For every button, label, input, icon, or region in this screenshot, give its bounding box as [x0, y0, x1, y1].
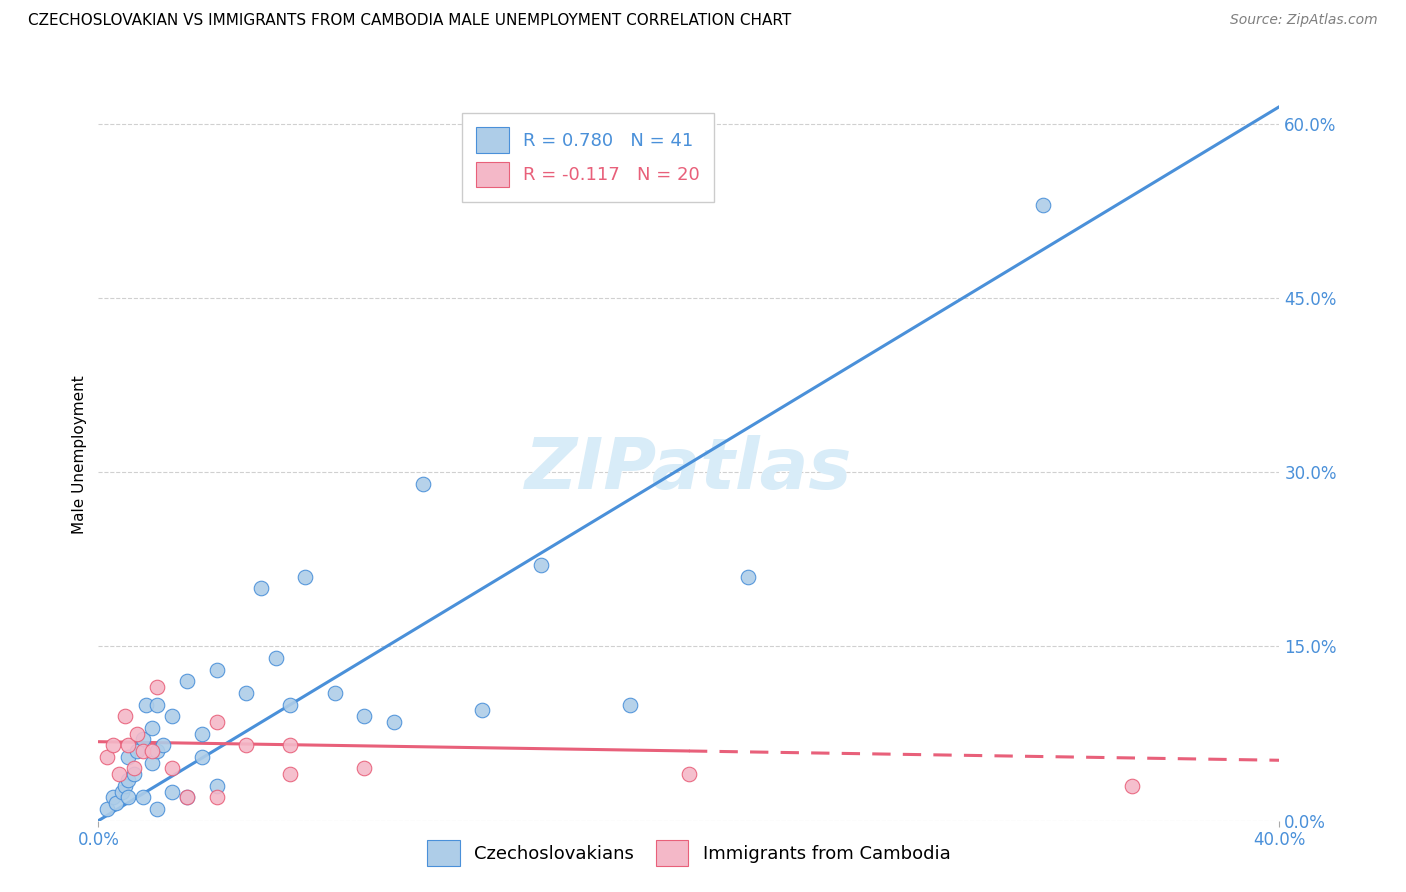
- Point: [152, 738, 174, 752]
- Point: [114, 779, 136, 793]
- Point: [530, 558, 553, 573]
- Y-axis label: Male Unemployment: Male Unemployment: [72, 376, 87, 534]
- Point: [323, 686, 346, 700]
- Point: [122, 767, 145, 781]
- Point: [114, 709, 136, 723]
- Point: [191, 749, 214, 764]
- Point: [412, 477, 434, 491]
- Point: [278, 767, 302, 781]
- Point: [117, 790, 139, 805]
- Point: [146, 802, 169, 816]
- Point: [146, 698, 169, 712]
- Point: [132, 790, 155, 805]
- Point: [205, 790, 228, 805]
- Point: [264, 651, 287, 665]
- Point: [205, 779, 228, 793]
- Point: [96, 802, 118, 816]
- Point: [132, 744, 155, 758]
- Point: [125, 744, 148, 758]
- Point: [353, 709, 375, 723]
- Point: [471, 703, 494, 717]
- Point: [105, 796, 128, 810]
- Point: [235, 738, 257, 752]
- Point: [162, 784, 183, 798]
- Point: [122, 761, 145, 775]
- Point: [619, 698, 641, 712]
- Point: [132, 732, 155, 747]
- Point: [125, 726, 148, 740]
- Point: [191, 726, 214, 740]
- Point: [176, 674, 198, 689]
- Point: [108, 767, 131, 781]
- Point: [141, 756, 163, 770]
- Point: [117, 738, 139, 752]
- Legend: Czechoslovakians, Immigrants from Cambodia: Czechoslovakians, Immigrants from Cambod…: [415, 828, 963, 879]
- Point: [146, 744, 169, 758]
- Text: Source: ZipAtlas.com: Source: ZipAtlas.com: [1230, 13, 1378, 28]
- Point: [141, 721, 163, 735]
- Text: CZECHOSLOVAKIAN VS IMMIGRANTS FROM CAMBODIA MALE UNEMPLOYMENT CORRELATION CHART: CZECHOSLOVAKIAN VS IMMIGRANTS FROM CAMBO…: [28, 13, 792, 29]
- Point: [111, 784, 134, 798]
- Point: [103, 738, 125, 752]
- Point: [96, 749, 118, 764]
- Point: [737, 570, 759, 584]
- Point: [294, 570, 316, 584]
- Point: [250, 582, 273, 596]
- Legend: R = 0.780   N = 41, R = -0.117   N = 20: R = 0.780 N = 41, R = -0.117 N = 20: [461, 113, 714, 202]
- Point: [176, 790, 198, 805]
- Point: [678, 767, 700, 781]
- Point: [117, 749, 139, 764]
- Point: [382, 714, 405, 729]
- Point: [135, 698, 157, 712]
- Point: [162, 709, 183, 723]
- Point: [162, 761, 183, 775]
- Point: [205, 714, 228, 729]
- Point: [176, 790, 198, 805]
- Point: [278, 738, 302, 752]
- Point: [205, 663, 228, 677]
- Text: ZIPatlas: ZIPatlas: [526, 435, 852, 504]
- Point: [235, 686, 257, 700]
- Point: [141, 744, 163, 758]
- Point: [1032, 198, 1054, 212]
- Point: [103, 790, 125, 805]
- Point: [146, 680, 169, 694]
- Point: [1121, 779, 1143, 793]
- Point: [117, 772, 139, 787]
- Point: [278, 698, 302, 712]
- Point: [353, 761, 375, 775]
